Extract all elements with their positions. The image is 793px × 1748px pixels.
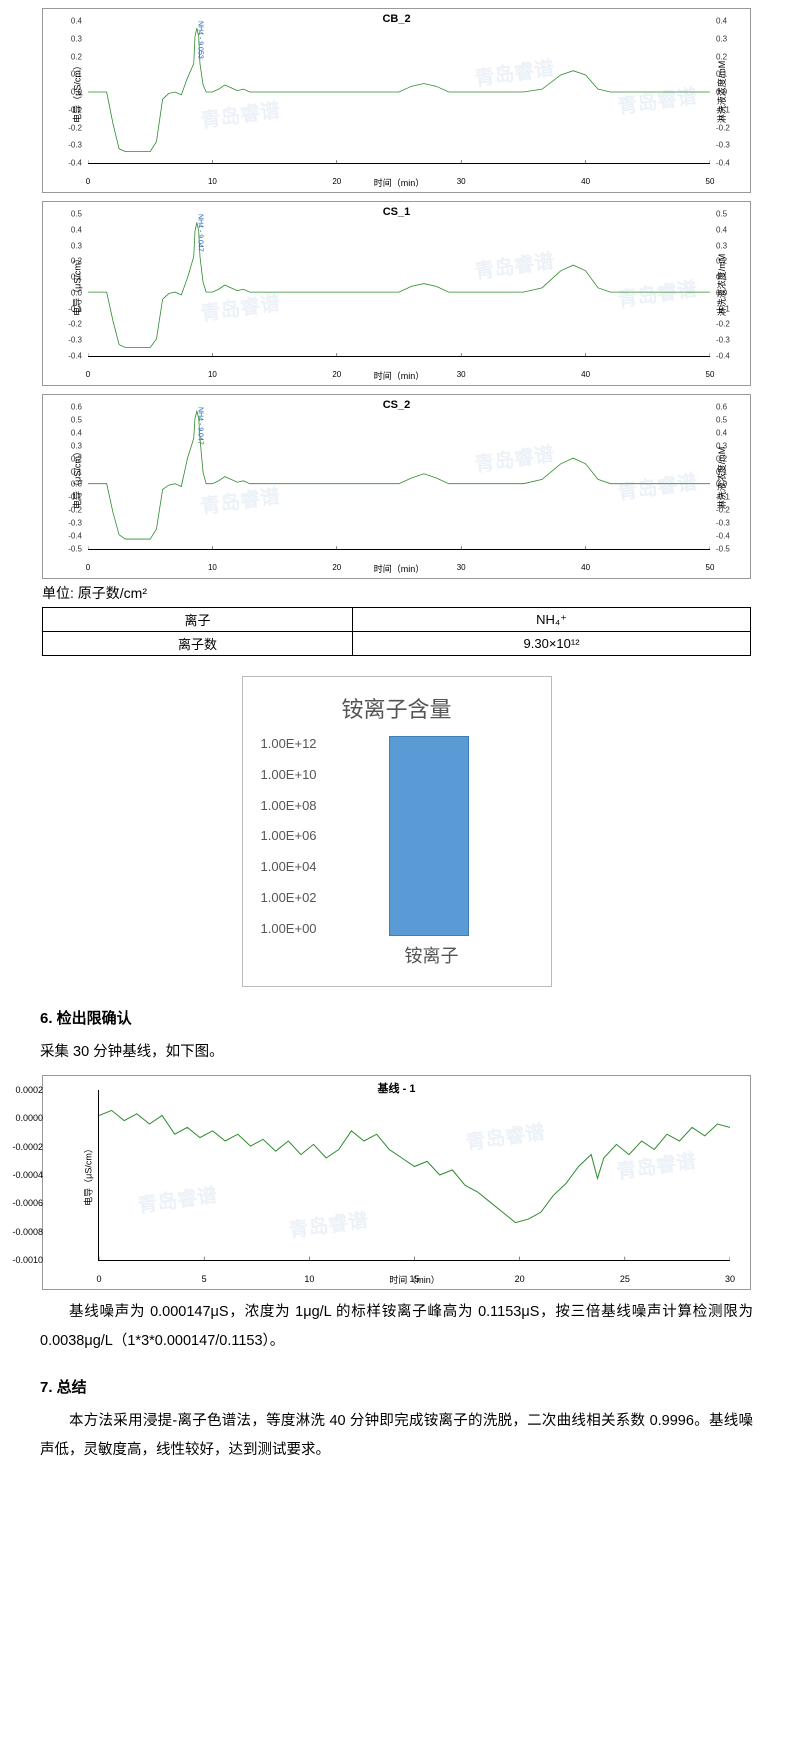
chromatogram-chart: CB_20.40.30.20.10.0-0.1-0.2-0.3-0.40.40.… <box>42 8 751 193</box>
table-row: 离子数 9.30×10¹² <box>43 632 751 656</box>
baseline-chart: 基线 - 1 0.00020.0000-0.0002-0.0004-0.0006… <box>42 1075 751 1290</box>
bar-chart: 铵离子含量 1.00E+121.00E+101.00E+081.00E+061.… <box>242 676 552 987</box>
unit-label: 单位: 原子数/cm² <box>42 583 751 603</box>
baseline-xlabel: 时间（min） <box>389 1273 440 1286</box>
chromatogram-charts: CB_20.40.30.20.10.0-0.1-0.2-0.3-0.40.40.… <box>10 8 783 579</box>
bar <box>389 736 469 936</box>
baseline-ylabel: 电导（μS/cm） <box>81 1144 94 1206</box>
section-7-heading: 7. 总结 <box>40 1376 753 1397</box>
baseline-plot: 0.00020.0000-0.0002-0.0004-0.0006-0.0008… <box>98 1090 730 1261</box>
bar-chart-title: 铵离子含量 <box>261 692 533 724</box>
chart-plot: 0.60.50.40.30.20.10.0-0.1-0.2-0.3-0.4-0.… <box>88 407 710 550</box>
section-6-heading: 6. 检出限确认 <box>40 1007 753 1028</box>
chromatogram-chart: CS_20.60.50.40.30.20.10.0-0.1-0.2-0.3-0.… <box>42 394 751 579</box>
chart-plot: 0.50.40.30.20.10.0-0.1-0.2-0.3-0.40.50.4… <box>88 214 710 357</box>
table-row: 离子 NH₄⁺ <box>43 608 751 632</box>
section-6-body: 基线噪声为 0.000147μS，浓度为 1μg/L 的标样铵离子峰高为 0.1… <box>40 1298 753 1356</box>
section-7-body: 本方法采用浸提-离子色谱法，等度淋洗 40 分钟即完成铵离子的洗脱，二次曲线相关… <box>40 1407 753 1465</box>
ion-value-cell: NH₄⁺ <box>353 608 751 632</box>
ioncount-label-cell: 离子数 <box>43 632 353 656</box>
chromatogram-chart: CS_10.50.40.30.20.10.0-0.1-0.2-0.3-0.40.… <box>42 201 751 386</box>
chart-plot: 0.40.30.20.10.0-0.1-0.2-0.3-0.40.40.30.2… <box>88 21 710 164</box>
ion-label-cell: 离子 <box>43 608 353 632</box>
bar-plot <box>325 736 533 936</box>
section-6-intro: 采集 30 分钟基线，如下图。 <box>40 1038 753 1067</box>
bar-yaxis: 1.00E+121.00E+101.00E+081.00E+061.00E+04… <box>261 736 325 936</box>
ion-table: 离子 NH₄⁺ 离子数 9.30×10¹² <box>42 607 751 656</box>
bar-xlabel: 铵离子 <box>261 942 533 968</box>
ioncount-value-cell: 9.30×10¹² <box>353 632 751 656</box>
